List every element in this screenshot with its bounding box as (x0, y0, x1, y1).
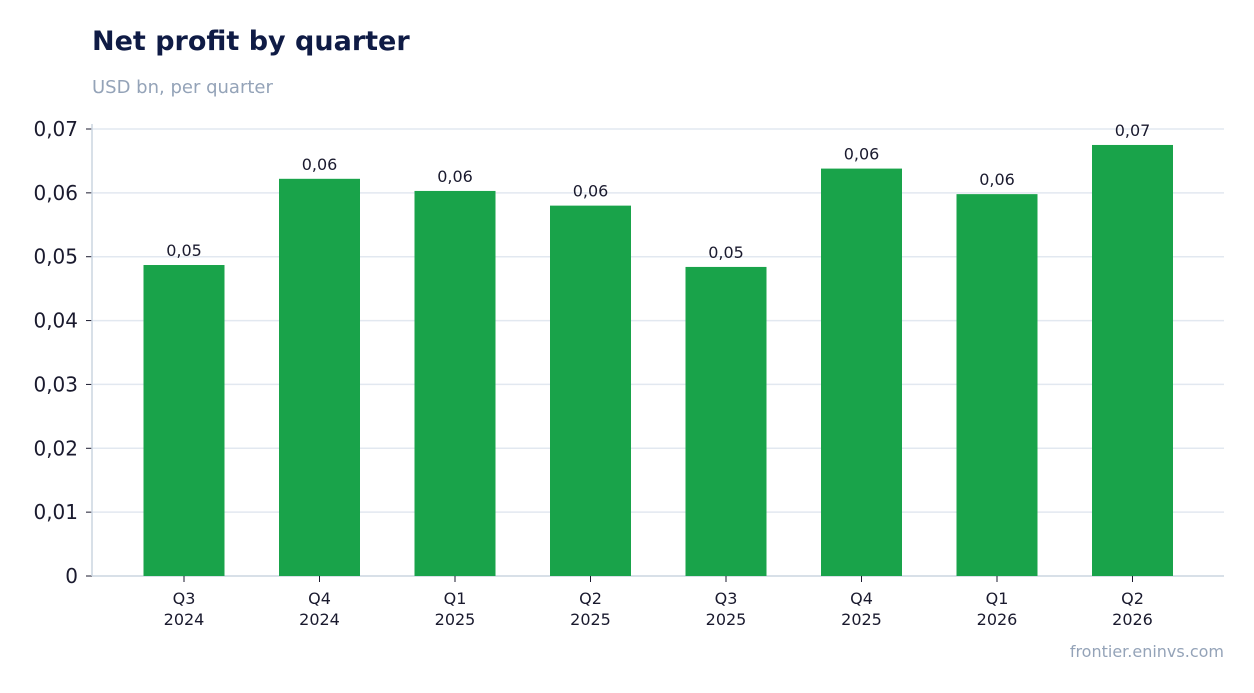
x-tick-label-line: Q4 (308, 589, 331, 608)
bar (1092, 144, 1173, 576)
bar (550, 205, 631, 576)
y-tick-label: 0,06 (33, 181, 78, 205)
bar (956, 194, 1038, 577)
x-tick-label: Q3 2024 (164, 589, 205, 629)
x-tick-label: Q2 2026 (1112, 589, 1153, 629)
x-tick-label-line: Q1 (986, 589, 1009, 608)
bar (821, 168, 902, 576)
bar-value-label: 0,05 (708, 243, 744, 262)
x-tick-label: Q4 2024 (299, 589, 340, 629)
y-tick-label: 0 (65, 564, 78, 588)
x-tick-label-line: 2024 (164, 610, 205, 629)
bar-value-label: 0,06 (573, 182, 609, 201)
x-tick-label-line: Q2 (1121, 589, 1144, 608)
bar-value-label: 0,06 (844, 145, 880, 164)
bars (143, 144, 1173, 577)
x-tick-label-line: Q2 (579, 589, 602, 608)
y-tick-label: 0,01 (33, 500, 78, 524)
bar-value-label: 0,06 (979, 170, 1015, 189)
x-tick-label-line: Q1 (444, 589, 467, 608)
x-tick-label-line: 2026 (1112, 610, 1153, 629)
x-tick-label-line: 2025 (841, 610, 882, 629)
bar-value-label: 0,07 (1115, 121, 1151, 140)
x-tick-label-line: 2026 (977, 610, 1018, 629)
x-tick-label: Q2 2025 (570, 589, 611, 629)
data-labels: 0,05 0,06 0,06 0,06 0,05 0,06 0,06 0,07 (166, 121, 1150, 262)
x-tick-label: Q1 2025 (435, 589, 476, 629)
y-tick-label: 0,07 (33, 117, 78, 141)
bar-value-label: 0,05 (166, 241, 202, 260)
x-tick-label: Q1 2026 (977, 589, 1018, 629)
bar-value-label: 0,06 (302, 155, 338, 174)
grid-lines (92, 128, 1224, 513)
y-tick-label: 0,04 (33, 309, 78, 333)
bar (685, 266, 767, 576)
chart-subtitle: USD bn, per quarter (92, 77, 273, 98)
x-tick-label: Q3 2025 (706, 589, 747, 629)
bar (414, 190, 496, 577)
x-tick-label-line: 2025 (435, 610, 476, 629)
x-tick-label-line: Q3 (715, 589, 738, 608)
x-tick-label-line: 2025 (706, 610, 747, 629)
chart-title: Net profit by quarter (92, 26, 410, 57)
x-tick-label-line: Q3 (173, 589, 196, 608)
x-tick-label-line: 2025 (570, 610, 611, 629)
bar-value-label: 0,06 (437, 167, 473, 186)
x-tick-label-line: 2024 (299, 610, 340, 629)
bar (279, 178, 360, 576)
y-tick-label: 0,05 (33, 245, 78, 269)
bar (143, 265, 225, 576)
y-tick-label: 0,03 (33, 372, 78, 396)
x-tick-label-line: Q4 (850, 589, 873, 608)
source-credit: frontier.eninvs.com (1069, 642, 1224, 661)
x-tick-label: Q4 2025 (841, 589, 882, 629)
axes: 0 0,01 0,02 0,03 0,04 0,05 0,06 0,07 Q3 2024 Q4 202… (33, 117, 1224, 629)
y-tick-label: 0,02 (33, 436, 78, 460)
